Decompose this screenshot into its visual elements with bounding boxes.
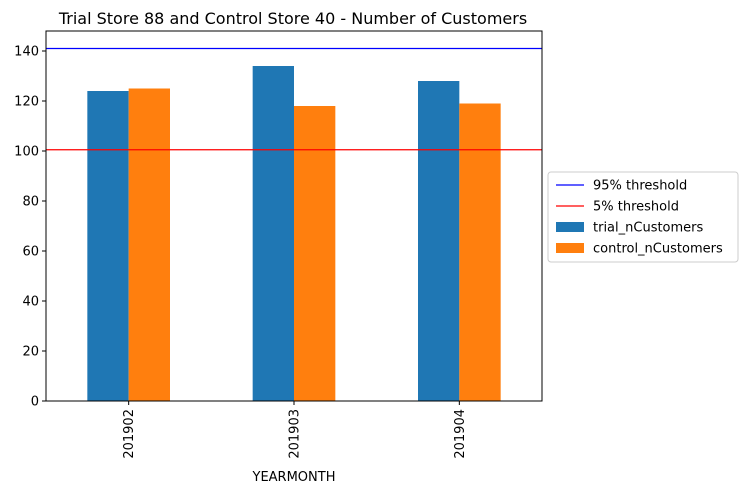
x-tick-label-201903: 201903 <box>288 409 303 459</box>
y-tick-label-140: 140 <box>14 45 39 60</box>
legend-label-5% threshold: 5% threshold <box>593 200 679 215</box>
legend-label-95% threshold: 95% threshold <box>593 179 687 194</box>
legend-frame <box>547 171 739 263</box>
threshold-lines-group <box>46 47 542 151</box>
x-axis: 201902 201903 201904 <box>122 401 468 459</box>
legend-label-control_nCustomers: control_nCustomers <box>593 242 723 257</box>
x-tick-label-201904: 201904 <box>453 409 468 459</box>
bar-trial_nCustomers-201904 <box>418 81 460 401</box>
bar-trial_nCustomers-201903 <box>252 66 294 401</box>
bar-trial_nCustomers-201902 <box>87 91 129 401</box>
chart-title: Trial Store 88 and Control Store 40 - Nu… <box>58 9 527 28</box>
legend: 95% threshold 5% threshold trial_nCustomer… <box>547 171 739 263</box>
legend-swatch-trial_nCustomers <box>556 222 584 232</box>
x-axis-label: YEARMONTH <box>252 470 336 485</box>
y-tick-label-100: 100 <box>14 145 39 160</box>
x-tick-label-201902: 201902 <box>122 409 137 459</box>
bars-group <box>87 66 501 401</box>
y-axis: 0 20 40 60 80 100 120 140 <box>14 45 46 410</box>
y-tick-label-60: 60 <box>22 245 39 260</box>
y-tick-label-0: 0 <box>31 395 39 410</box>
y-tick-label-120: 120 <box>14 95 39 110</box>
y-tick-label-40: 40 <box>22 295 39 310</box>
bar-control_nCustomers-201904 <box>459 103 501 401</box>
y-tick-label-20: 20 <box>22 345 39 360</box>
bar-control_nCustomers-201902 <box>128 88 170 401</box>
legend-swatch-control_nCustomers <box>556 243 584 253</box>
bar-control_nCustomers-201903 <box>294 106 336 401</box>
legend-label-trial_nCustomers: trial_nCustomers <box>593 221 704 236</box>
y-tick-label-80: 80 <box>22 195 39 210</box>
